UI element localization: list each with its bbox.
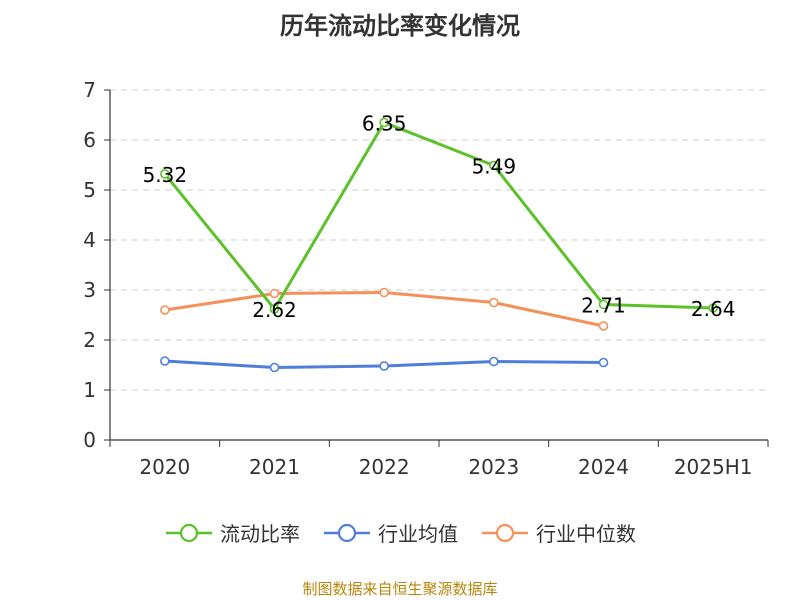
legend-item[interactable]: 行业均值 [322,518,458,547]
data-point [598,357,609,368]
x-tick-label: 2021 [249,455,300,479]
data-label: 5.32 [143,163,188,187]
data-label: 2.64 [691,297,736,321]
x-tick-label: 2023 [468,455,519,479]
data-point [269,304,280,314]
data-label: 2.71 [581,294,626,318]
data-label: 2.62 [252,298,297,322]
y-tick-label: 7 [83,78,96,102]
data-point [379,287,389,298]
y-tick-label: 5 [83,178,96,202]
data-point [269,288,280,299]
data-point [379,117,389,128]
data-point [489,297,499,308]
y-tick-label: 4 [83,228,96,252]
legend-item[interactable]: 流动比率 [164,518,300,547]
legend-label: 行业中位数 [536,522,636,546]
y-tick-label: 0 [83,428,96,452]
data-point [160,169,170,179]
data-point [489,356,499,367]
source-note: 制图数据来自恒生聚源数据库 [302,580,498,598]
y-tick-label: 3 [83,278,96,302]
y-tick-label: 6 [83,128,96,152]
series-line [163,121,714,311]
y-tick-label: 1 [83,378,96,402]
data-point [160,305,170,315]
legend: 流动比率 行业均值 行业中位数 [0,518,800,547]
legend-label: 流动比率 [220,522,300,546]
legend-line-circle-icon [482,523,528,542]
data-label: 5.49 [472,155,517,179]
data-point [489,160,499,171]
legend-line-circle-icon [324,523,370,542]
data-point [598,299,609,310]
x-tick-label: 2022 [359,455,410,479]
legend-item[interactable]: 行业中位数 [480,518,636,547]
x-tick-label: 2024 [578,455,629,479]
data-point [269,362,280,373]
legend-line-circle-icon [166,523,212,542]
series-line [164,291,604,328]
data-point [160,356,170,366]
legend-label: 行业均值 [378,522,458,546]
chart-title: 历年流动比率变化情况 [280,12,520,40]
data-point [708,303,718,313]
data-point [598,321,609,331]
data-point [379,361,389,371]
x-tick-label: 2020 [139,455,190,479]
x-tick-label: 2025H1 [674,455,753,479]
data-label: 6.35 [362,112,407,136]
y-tick-label: 2 [83,328,96,352]
